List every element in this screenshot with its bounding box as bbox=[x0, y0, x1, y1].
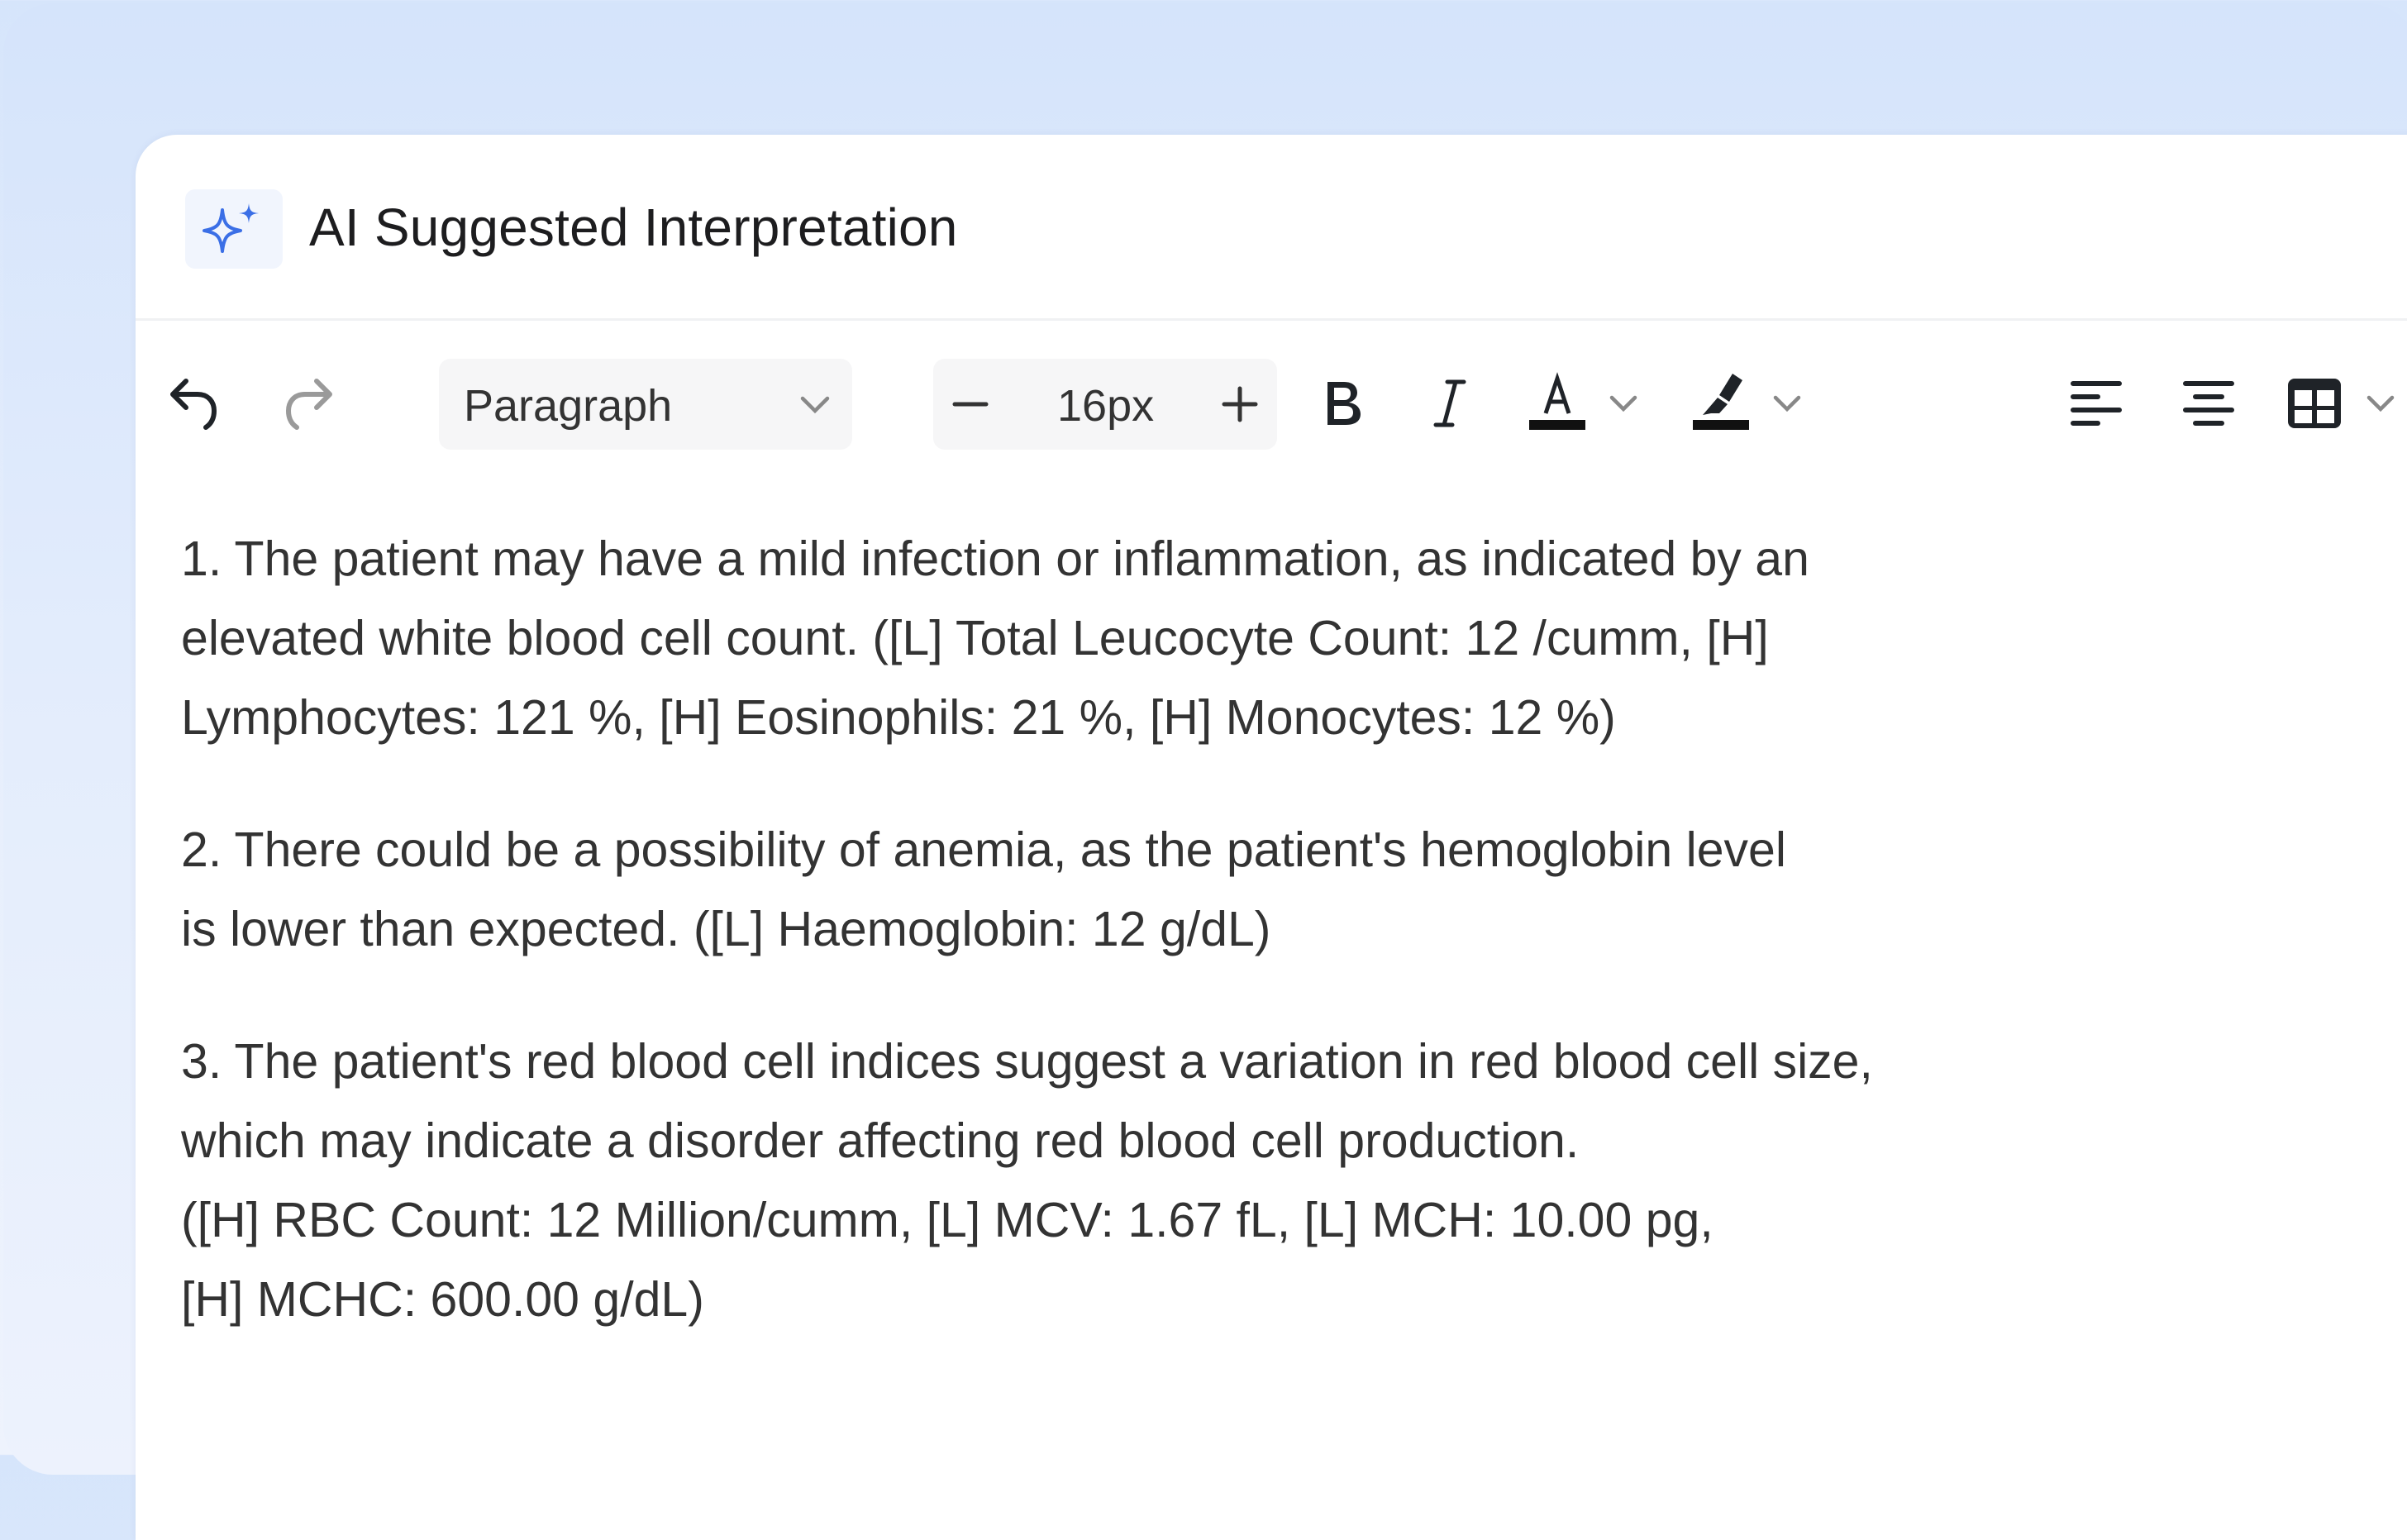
italic-icon bbox=[1433, 379, 1466, 427]
italic-button[interactable] bbox=[1408, 321, 1491, 486]
table-button[interactable] bbox=[2273, 321, 2356, 486]
align-center-icon bbox=[2183, 381, 2234, 426]
redo-icon bbox=[286, 379, 332, 430]
font-size-stepper: 16px bbox=[933, 359, 1277, 450]
redo-button[interactable] bbox=[268, 321, 350, 486]
highlighter-icon bbox=[1693, 374, 1749, 430]
align-center-button[interactable] bbox=[2167, 321, 2250, 486]
font-size-value[interactable]: 16px bbox=[1057, 381, 1155, 431]
block-format-value: Paragraph bbox=[464, 381, 673, 431]
paragraph-line: 2. There could be a possibility of anemi… bbox=[181, 822, 1786, 877]
undo-icon bbox=[170, 379, 217, 430]
interpretation-editor-card: AI Suggested Interpretation Paragraph 16… bbox=[136, 135, 2407, 1540]
interpretation-paragraph: 2. There could be a possibility of anemi… bbox=[181, 810, 2330, 969]
text-color-button[interactable] bbox=[1516, 321, 1599, 486]
paragraph-line: [H] MCHC: 600.00 g/dL) bbox=[181, 1272, 704, 1327]
bold-icon bbox=[1327, 382, 1361, 425]
ai-badge bbox=[185, 189, 283, 269]
paragraph-line: is lower than expected. ([L] Haemoglobin… bbox=[181, 902, 1271, 956]
minus-icon[interactable] bbox=[950, 384, 991, 425]
sparkle-icon bbox=[203, 203, 259, 253]
undo-button[interactable] bbox=[152, 321, 235, 486]
paragraph-line: elevated white blood cell count. ([L] To… bbox=[181, 611, 1769, 665]
highlight-dropdown[interactable] bbox=[1762, 321, 1812, 486]
card-title: AI Suggested Interpretation bbox=[309, 198, 958, 257]
chevron-down-icon bbox=[1773, 395, 1801, 412]
align-left-icon bbox=[2071, 381, 2122, 426]
chevron-down-icon bbox=[1609, 395, 1637, 412]
card-header: AI Suggested Interpretation bbox=[136, 135, 2407, 321]
highlight-button[interactable] bbox=[1680, 321, 1762, 486]
paragraph-line: which may indicate a disorder affecting … bbox=[181, 1113, 1580, 1168]
table-icon bbox=[2288, 379, 2341, 428]
paragraph-line: ([H] RBC Count: 12 Million/cumm, [L] MCV… bbox=[181, 1193, 1713, 1247]
interpretation-paragraph: 3. The patient's red blood cell indices … bbox=[181, 1022, 2330, 1339]
paragraph-line: Lymphocytes: 121 %, [H] Eosinophils: 21 … bbox=[181, 690, 1616, 745]
text-color-icon bbox=[1529, 372, 1585, 430]
chevron-down-icon bbox=[2366, 395, 2395, 412]
text-color-dropdown[interactable] bbox=[1599, 321, 1648, 486]
editor-content[interactable]: 1. The patient may have a mild infection… bbox=[181, 519, 2330, 1392]
align-left-button[interactable] bbox=[2055, 321, 2138, 486]
block-format-select[interactable]: Paragraph bbox=[439, 359, 852, 450]
paragraph-line: 3. The patient's red blood cell indices … bbox=[181, 1034, 1873, 1089]
interpretation-paragraph: 1. The patient may have a mild infection… bbox=[181, 519, 2330, 757]
table-dropdown[interactable] bbox=[2356, 321, 2405, 486]
paragraph-line: 1. The patient may have a mild infection… bbox=[181, 532, 1809, 586]
chevron-down-icon bbox=[800, 396, 830, 414]
editor-toolbar: Paragraph 16px bbox=[136, 321, 2407, 486]
plus-icon[interactable] bbox=[1219, 384, 1261, 425]
bold-button[interactable] bbox=[1301, 321, 1384, 486]
